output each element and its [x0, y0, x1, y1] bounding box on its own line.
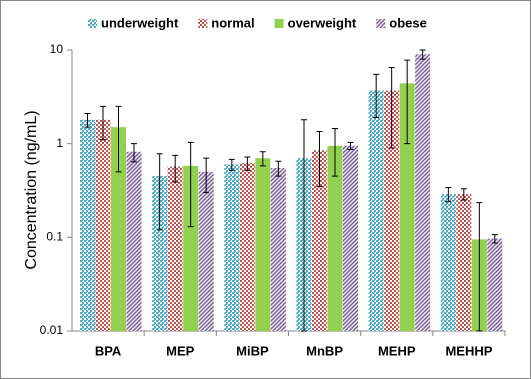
- legend-label: normal: [211, 15, 254, 30]
- error-bar: [476, 202, 483, 332]
- legend-swatch: [198, 19, 208, 28]
- error-bar: [301, 119, 307, 332]
- bar: [456, 194, 472, 331]
- bar: [255, 158, 271, 331]
- error-bar: [203, 157, 210, 194]
- error-bar: [228, 158, 235, 171]
- bar: [224, 164, 240, 331]
- error-bar: [388, 67, 395, 149]
- y-tick-label: 10: [50, 42, 64, 56]
- x-tick-label: BPA: [95, 343, 122, 358]
- bar: [415, 54, 431, 331]
- legend-swatch: [274, 19, 284, 28]
- bar: [183, 165, 199, 331]
- bar: [270, 167, 286, 331]
- x-tick-label: MiBP: [236, 343, 269, 358]
- error-bar: [419, 49, 426, 60]
- error-bar: [491, 234, 498, 244]
- legend-swatch: [376, 19, 386, 28]
- bar: [384, 90, 400, 332]
- error-bar: [347, 141, 354, 150]
- bar: [487, 238, 503, 331]
- error-bar: [316, 130, 323, 187]
- bar: [399, 83, 415, 331]
- error-bar: [332, 128, 338, 177]
- x-tick-label: MnBP: [306, 343, 343, 358]
- legend-swatch: [88, 19, 97, 28]
- bar: [167, 166, 183, 331]
- y-tick-label: 1: [56, 136, 63, 150]
- bar: [239, 163, 255, 331]
- error-bar: [187, 141, 194, 228]
- error-bar: [445, 187, 452, 203]
- error-bar: [259, 151, 266, 167]
- bar: [111, 127, 126, 331]
- legend-label: overweight: [288, 15, 357, 30]
- error-bar: [115, 105, 122, 173]
- bar: [152, 176, 168, 331]
- bar: [440, 194, 456, 331]
- y-tick-label: 0.1: [46, 230, 63, 244]
- error-bar: [172, 154, 179, 183]
- bar: [343, 145, 358, 331]
- y-axis-label: Concentration (ng/mL): [23, 110, 40, 269]
- error-bar: [244, 156, 251, 171]
- error-bar: [156, 153, 163, 231]
- bar: [327, 145, 343, 331]
- bar: [95, 119, 111, 332]
- bar: [312, 150, 327, 331]
- error-bar: [275, 160, 282, 177]
- bar: [198, 171, 214, 331]
- bar: [80, 119, 95, 332]
- error-bar: [373, 73, 380, 119]
- error-bar: [131, 143, 137, 163]
- error-bar: [404, 59, 411, 145]
- x-tick-label: MEP: [166, 343, 195, 358]
- legend-label: underweight: [101, 15, 179, 30]
- bar: [368, 90, 384, 332]
- bar: [126, 151, 142, 331]
- error-bar: [84, 112, 91, 128]
- error-bar: [100, 105, 106, 141]
- x-tick-label: MEHHP: [445, 343, 492, 358]
- y-tick-label: 0.01: [40, 323, 64, 337]
- legend-label: obese: [389, 15, 427, 30]
- x-tick-label: MEHP: [378, 343, 416, 358]
- error-bar: [460, 188, 467, 201]
